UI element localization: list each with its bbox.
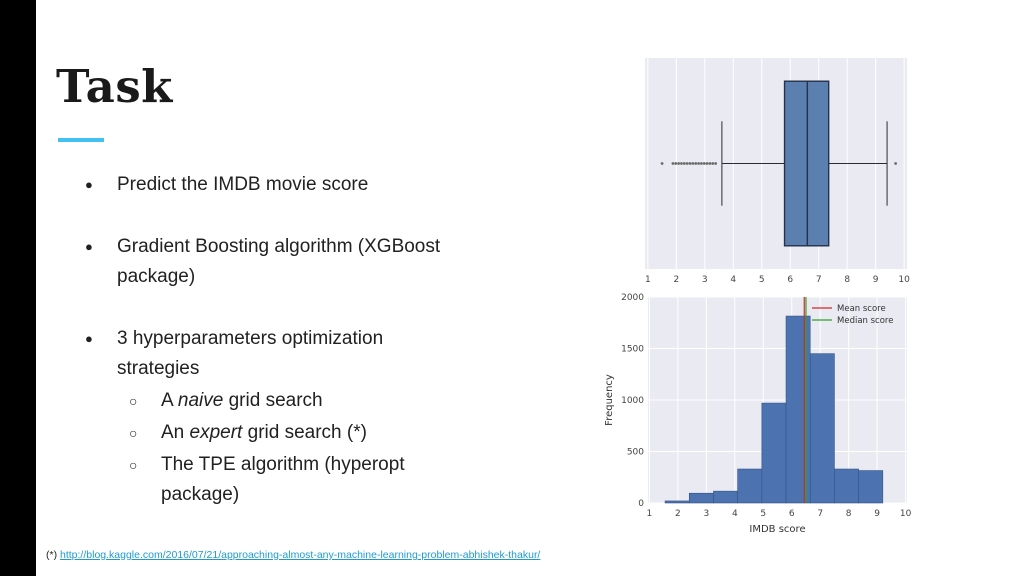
svg-text:5: 5	[760, 509, 766, 519]
sub-bullet-item: ○ A naive grid search	[101, 386, 447, 416]
svg-text:1: 1	[645, 275, 651, 285]
svg-text:10: 10	[900, 509, 912, 519]
page-title: Task	[56, 60, 173, 113]
svg-text:1: 1	[647, 509, 653, 519]
bullet-marker: ●	[85, 239, 93, 254]
bullet-marker: ●	[85, 331, 93, 346]
svg-text:2: 2	[675, 509, 681, 519]
svg-text:7: 7	[817, 509, 823, 519]
bullet-text: Predict the IMDB movie score	[117, 174, 369, 195]
bullet-list: ● Predict the IMDB movie score ● Gradient B…	[57, 170, 447, 510]
footnote-prefix: (*)	[46, 549, 60, 561]
svg-text:500: 500	[627, 448, 644, 458]
left-black-strip	[0, 0, 36, 576]
svg-text:1500: 1500	[621, 345, 644, 355]
svg-text:6: 6	[789, 509, 795, 519]
sub-bullet-item: ○ An expert grid search (*)	[101, 418, 447, 448]
svg-text:Frequency: Frequency	[604, 374, 615, 426]
bullet-text: A naive grid search	[161, 390, 323, 411]
bullet-item: ● Predict the IMDB movie score	[57, 170, 447, 200]
bullet-item: ● Gradient Boosting algorithm (XGBoost pa…	[57, 232, 447, 292]
svg-text:IMDB score: IMDB score	[749, 524, 805, 535]
svg-text:8: 8	[846, 509, 852, 519]
sub-bullet-marker: ○	[129, 393, 138, 409]
bullet-marker: ●	[85, 177, 93, 192]
svg-text:3: 3	[703, 509, 709, 519]
svg-text:9: 9	[874, 509, 880, 519]
footnote-link[interactable]: http://blog.kaggle.com/2016/07/21/approa…	[60, 549, 541, 561]
svg-text:4: 4	[730, 275, 736, 285]
svg-text:7: 7	[816, 275, 822, 285]
svg-text:0: 0	[638, 499, 644, 509]
svg-text:1000: 1000	[621, 396, 644, 406]
sub-bullet-marker: ○	[129, 457, 138, 473]
svg-text:6: 6	[787, 275, 793, 285]
bullet-text: 3 hyperparameters optimization strategie…	[117, 328, 384, 379]
imdb-score-boxplot-chart: 1 2 3 4 5 6 7 8 9 10	[645, 58, 910, 285]
svg-text:Mean score: Mean score	[837, 304, 886, 314]
svg-text:10: 10	[898, 275, 910, 285]
sub-bullet-item: ○ The TPE algorithm (hyperopt package)	[101, 450, 447, 510]
sub-bullet-marker: ○	[129, 425, 138, 441]
svg-text:5: 5	[759, 275, 765, 285]
svg-text:3: 3	[702, 275, 708, 285]
title-underline	[58, 138, 104, 142]
svg-text:2: 2	[673, 275, 679, 285]
bullet-text: An expert grid search (*)	[161, 422, 367, 443]
svg-text:8: 8	[844, 275, 850, 285]
svg-text:4: 4	[732, 509, 738, 519]
svg-text:Median score: Median score	[837, 316, 893, 326]
bullet-item: ● 3 hyperparameters optimization strategi…	[57, 324, 447, 384]
footnote: (*) http://blog.kaggle.com/2016/07/21/ap…	[46, 549, 540, 561]
imdb-score-histogram-chart: Mean score Median score 1 2 3 4 5 6 7 8 9 10 0 500 100…	[604, 293, 912, 535]
bullet-text: The TPE algorithm (hyperopt package)	[161, 454, 405, 505]
svg-text:9: 9	[873, 275, 879, 285]
bullet-text: Gradient Boosting algorithm (XGBoost pac…	[117, 236, 441, 287]
svg-text:2000: 2000	[621, 293, 644, 303]
